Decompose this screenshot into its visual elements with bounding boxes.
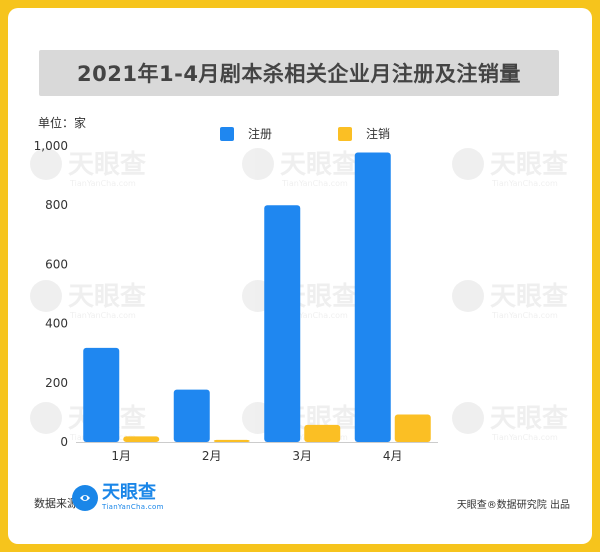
y-tick-label: 600 [45,257,68,271]
watermark-brand: 天眼查 [490,150,568,180]
y-tick-label: 400 [45,317,68,331]
watermark-brand: 天眼查 [490,404,568,434]
legend-swatch-cancel [338,126,352,141]
watermark-logo-icon [30,280,62,312]
watermark-domain: TianYanCha.com [491,433,558,442]
bar-cancel [213,439,250,442]
watermark-brand: 天眼查 [68,150,146,180]
watermark-brand: 天眼查 [68,282,146,312]
bar-cancel [123,436,160,442]
legend-swatch-register [220,126,234,141]
logo-domain: TianYanCha.com [102,503,164,511]
bar-register [354,152,391,442]
watermark-brand: 天眼查 [280,150,358,180]
watermark-domain: TianYanCha.com [69,179,136,188]
watermark-domain: TianYanCha.com [69,311,136,320]
watermark-logo-icon [452,148,484,180]
x-tick-label: 3月 [292,449,312,463]
x-tick-label: 2月 [202,449,222,463]
x-tick-label: 1月 [111,449,131,463]
watermark-domain: TianYanCha.com [281,179,348,188]
watermark-layer: 天眼查TianYanCha.com天眼查TianYanCha.com天眼查Tia… [30,148,568,442]
label-layer: 0 200 400 600 800 1,000 1月 2月 3月 4月 [34,139,403,463]
logo-brand: 天眼查 [102,482,156,503]
y-tick-label: 200 [45,376,68,390]
watermark-brand: 天眼查 [490,282,568,312]
y-tick-label: 1,000 [34,139,68,153]
legend-item-register: 注册 [220,125,272,142]
watermark-logo-icon [452,280,484,312]
bar-cancel [304,424,341,442]
bar-register [173,389,210,442]
bar-cancel [394,414,431,442]
bar-chart: 天眼查TianYanCha.com天眼查TianYanCha.com天眼查Tia… [30,139,568,463]
logo-icon [72,484,98,511]
y-tick-label: 800 [45,198,68,212]
watermark-logo-icon [452,402,484,434]
x-tick-label: 4月 [383,449,403,463]
legend-item-cancel: 注销 [338,125,390,142]
chart-card: 2021年1-4月剧本杀相关企业月注册及注销量 单位：家 注册 注销 天眼查 Ti… [8,8,592,544]
bar-register [264,205,301,442]
legend-label-register: 注册 [248,127,273,141]
footer-logo: 天眼查 TianYanCha.com [72,484,164,511]
legend-label-cancel: 注销 [366,127,391,141]
watermark-logo-icon [242,148,274,180]
unit-label: 单位：家 [38,116,87,130]
chart-title: 2021年1-4月剧本杀相关企业月注册及注销量 [77,62,521,86]
watermark-domain: TianYanCha.com [281,311,348,320]
watermark-domain: TianYanCha.com [491,311,558,320]
title-bar: 2021年1-4月剧本杀相关企业月注册及注销量 [39,50,559,96]
credit-text: 天眼查®数据研究院 出品 [456,500,570,511]
watermark-domain: TianYanCha.com [491,179,558,188]
bar-register [83,347,120,442]
watermark-logo-icon [30,402,62,434]
bar-layer [83,152,431,442]
watermark-logo-icon [30,148,62,180]
y-tick-label: 0 [60,435,68,449]
